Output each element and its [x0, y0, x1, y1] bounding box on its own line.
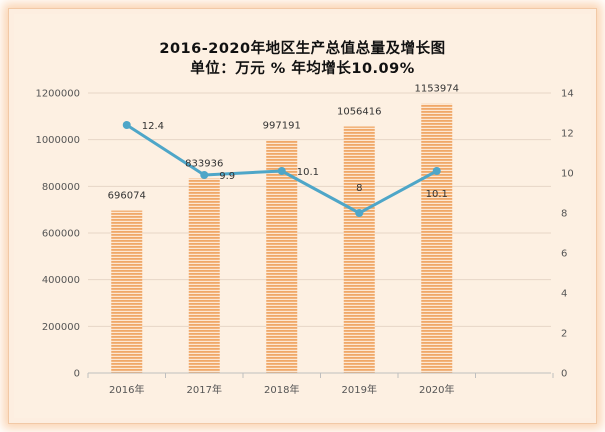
bar-value-label: 1056416 — [337, 107, 382, 118]
line-point — [200, 171, 209, 179]
line-value-label: 10.1 — [297, 167, 319, 178]
x-tick-label: 2019年 — [342, 383, 377, 396]
line-value-label: 10.1 — [426, 189, 448, 200]
y-left-tick-label: 600000 — [42, 229, 80, 240]
line-value-label: 12.4 — [142, 121, 164, 132]
x-tick-label: 2017年 — [187, 383, 222, 396]
line-value-label: 8 — [356, 183, 362, 194]
line-point — [122, 121, 131, 129]
y-right-tick-label: 2 — [561, 329, 567, 340]
bar — [343, 126, 375, 373]
gridlines — [88, 92, 551, 327]
x-tick-label: 2016年 — [109, 383, 144, 396]
bar — [421, 103, 453, 373]
y-right-tick-label: 14 — [561, 89, 574, 100]
y-right-tick-label: 4 — [561, 289, 567, 300]
line-point — [432, 167, 441, 175]
y-right-tick-label: 6 — [561, 249, 567, 260]
y-left-tick-label: 400000 — [42, 275, 80, 286]
bar — [266, 140, 298, 373]
line-point — [277, 167, 286, 175]
line-point — [355, 209, 364, 217]
y-left-tick-label: 1000000 — [35, 135, 80, 146]
x-tick-label: 2020年 — [419, 383, 454, 396]
y-right-tick-label: 8 — [561, 209, 567, 220]
x-tick-label: 2018年 — [264, 383, 299, 396]
chart-subtitle: 单位：万元 % 年均增长10.09% — [190, 61, 415, 77]
bar-value-label: 997191 — [263, 120, 301, 131]
axes: 0 200000 400000 600000 800000 1000000 1200000 0… — [35, 89, 573, 397]
line-value-label: 9.9 — [219, 171, 235, 182]
bar-value-label: 696074 — [108, 191, 146, 202]
bar-series — [111, 103, 453, 373]
bar — [111, 210, 143, 373]
bar — [188, 178, 220, 373]
y-right-tick-label: 10 — [561, 169, 574, 180]
bar-value-label: 1153974 — [414, 84, 459, 95]
line-series — [122, 121, 441, 217]
chart-title: 2016-2020年地区生产总值总量及增长图 — [159, 41, 446, 57]
y-left-tick-label: 1200000 — [35, 89, 80, 100]
y-right-tick-label: 0 — [561, 369, 567, 380]
data-labels: 696074 833936 997191 1056416 1153974 12.4 9.9 1… — [108, 84, 459, 202]
y-left-tick-label: 200000 — [42, 322, 80, 333]
y-left-tick-label: 800000 — [42, 182, 80, 193]
y-left-tick-label: 0 — [74, 369, 80, 380]
bar-value-label: 833936 — [185, 158, 223, 169]
y-right-tick-label: 12 — [561, 129, 574, 140]
chart-panel — [14, 14, 591, 418]
